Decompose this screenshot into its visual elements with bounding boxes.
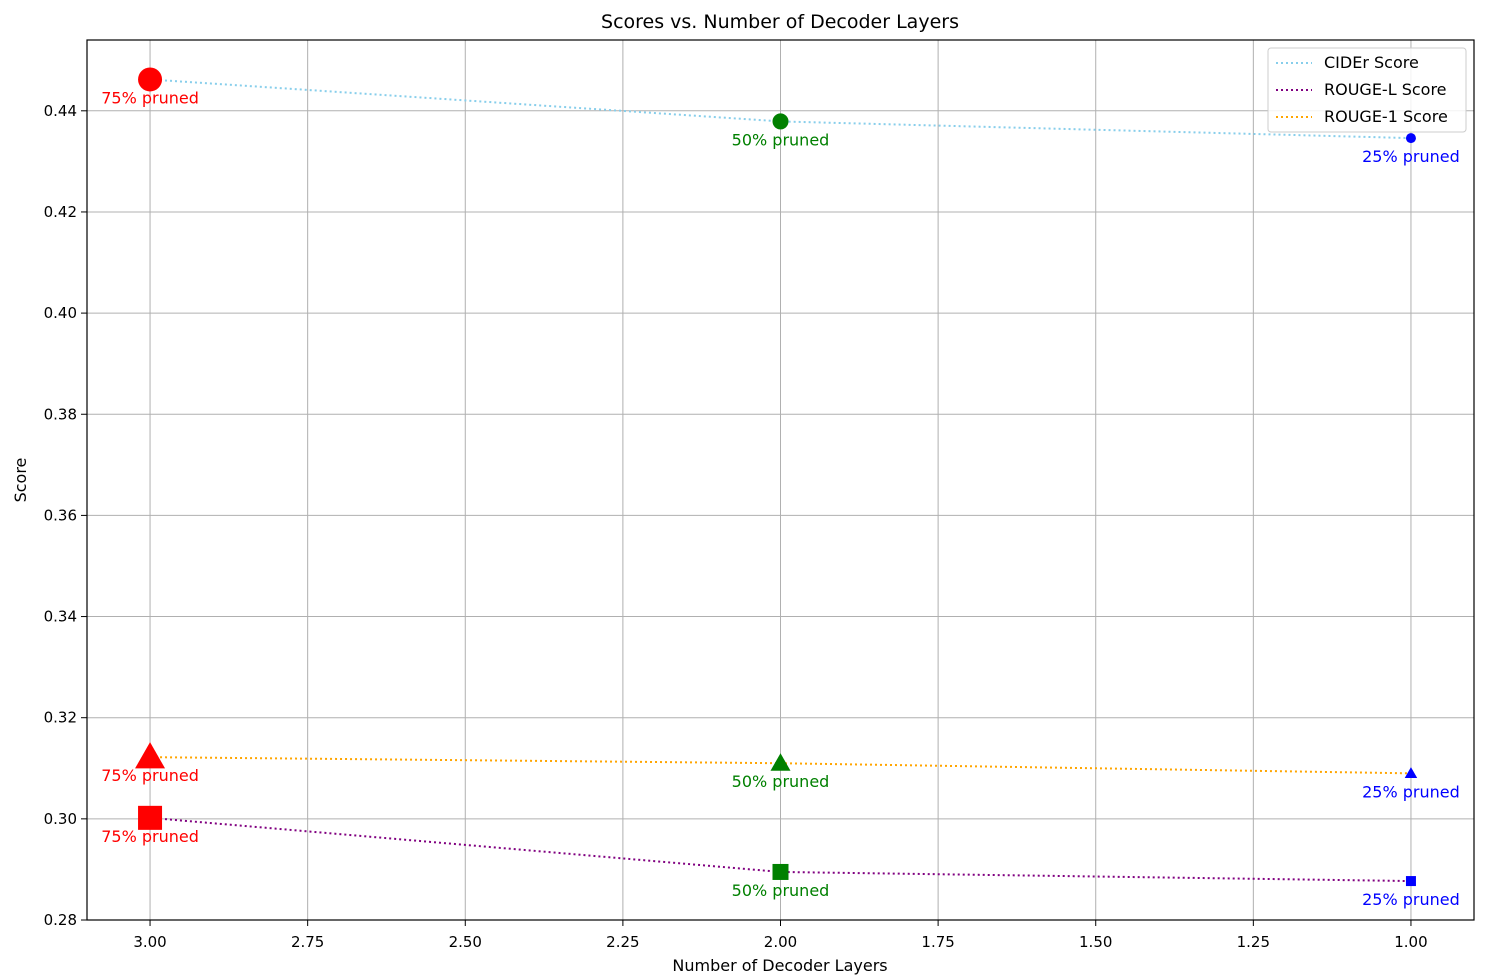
x-tick-label: 1.50 bbox=[1079, 933, 1112, 951]
legend-label: CIDEr Score bbox=[1324, 53, 1419, 72]
series-line bbox=[149, 816, 1411, 883]
y-tick-label: 0.40 bbox=[44, 304, 77, 322]
point-annotation: 25% pruned bbox=[1362, 147, 1460, 166]
x-tick-label: 1.00 bbox=[1394, 933, 1427, 951]
point-annotation: 25% pruned bbox=[1362, 890, 1460, 909]
legend-label: ROUGE-L Score bbox=[1324, 80, 1447, 99]
point-annotation: 75% pruned bbox=[101, 766, 199, 785]
x-tick-label: 3.00 bbox=[133, 933, 166, 951]
point-annotation: 25% pruned bbox=[1362, 782, 1460, 801]
point-annotation: 50% pruned bbox=[732, 772, 830, 791]
data-point-marker bbox=[772, 113, 789, 130]
x-tick-label: 2.25 bbox=[606, 933, 639, 951]
y-tick-label: 0.28 bbox=[44, 911, 77, 929]
chart-title: Scores vs. Number of Decoder Layers bbox=[601, 11, 959, 33]
legend-label: ROUGE-1 Score bbox=[1324, 107, 1448, 126]
data-point-marker bbox=[1405, 133, 1416, 144]
y-tick-label: 0.30 bbox=[44, 810, 77, 828]
x-tick-label: 2.75 bbox=[291, 933, 324, 951]
y-axis-label: Score bbox=[11, 458, 30, 503]
grid bbox=[87, 40, 1474, 921]
point-annotation: 50% pruned bbox=[732, 881, 830, 900]
x-tick-label: 1.75 bbox=[921, 933, 954, 951]
x-tick-label: 2.50 bbox=[449, 933, 482, 951]
point-annotation: 50% pruned bbox=[732, 130, 830, 149]
x-tick-label: 2.00 bbox=[764, 933, 797, 951]
y-tick-label: 0.38 bbox=[44, 405, 77, 423]
data-point-marker bbox=[138, 805, 163, 830]
y-tick-label: 0.34 bbox=[44, 608, 77, 626]
data-point-marker bbox=[770, 753, 791, 771]
data-point-marker bbox=[135, 742, 166, 769]
point-annotation: 75% pruned bbox=[101, 88, 199, 107]
legend: CIDEr Score ROUGE-L Score ROUGE-1 Score bbox=[1267, 47, 1467, 133]
legend-box bbox=[1267, 47, 1467, 133]
y-tick-label: 0.32 bbox=[44, 709, 77, 727]
data-point-marker bbox=[1405, 876, 1416, 887]
y-tick-label: 0.42 bbox=[44, 203, 77, 221]
series-layer: 75% pruned 50% pruned 25% pruned 75% pruned… bbox=[101, 67, 1460, 909]
ticks: 3.00 2.75 2.50 2.25 2.00 1.75 1.50 1.25 1.00 0.28… bbox=[44, 102, 1428, 951]
y-tick-label: 0.36 bbox=[44, 506, 77, 524]
data-point-marker bbox=[1404, 767, 1418, 779]
x-axis-label: Number of Decoder Layers bbox=[672, 956, 887, 975]
data-point-marker bbox=[138, 67, 163, 92]
x-tick-label: 1.25 bbox=[1237, 933, 1270, 951]
data-point-marker bbox=[772, 863, 789, 880]
point-annotation: 75% pruned bbox=[101, 827, 199, 846]
y-tick-label: 0.44 bbox=[44, 102, 77, 120]
